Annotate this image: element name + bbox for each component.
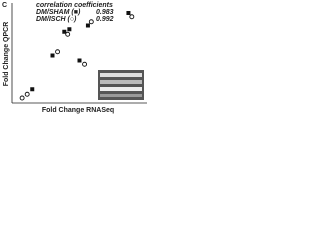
x-axis-label: Fold Change RNASeq (42, 107, 114, 114)
point (126, 11, 131, 15)
point (88, 19, 94, 25)
point (19, 95, 25, 101)
point (50, 53, 55, 58)
legend-value: 0.992 (96, 16, 114, 23)
inset-gel (98, 70, 144, 100)
point (55, 49, 61, 55)
point (85, 23, 90, 28)
chart: C correlation coefficients Fold Change Q… (2, 2, 147, 114)
point (67, 27, 72, 32)
legend-value: 0.983 (96, 9, 114, 16)
point (62, 29, 67, 34)
panel-label: C (2, 2, 7, 9)
y-axis-label: Fold Change QPCR (3, 22, 10, 87)
point (77, 58, 82, 63)
point (82, 61, 88, 67)
point (65, 31, 71, 37)
legend-label: DM/ISCH (○) (36, 16, 77, 23)
legend-label: DM/SHAM (■) (36, 9, 81, 16)
point (24, 91, 30, 97)
chart-title: correlation coefficients (36, 2, 113, 9)
point (129, 14, 135, 20)
point (30, 87, 35, 92)
